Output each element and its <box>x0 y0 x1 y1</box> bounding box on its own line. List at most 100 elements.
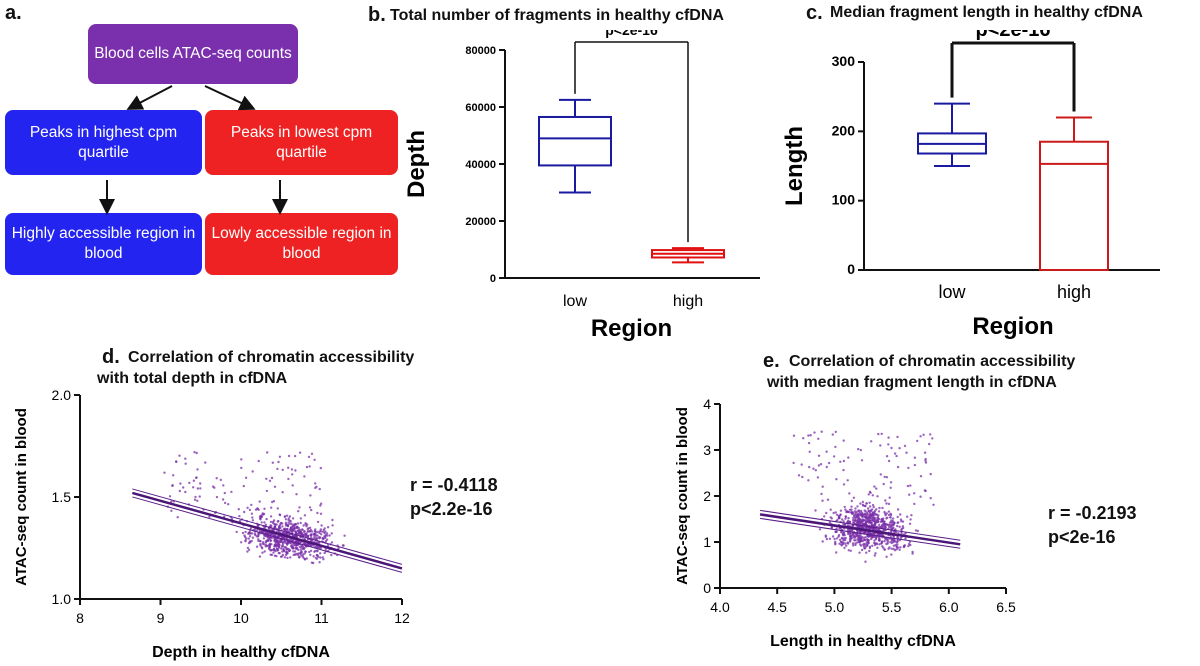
scatter-point <box>320 533 323 536</box>
scatter-point <box>284 541 287 544</box>
scatter-point <box>289 545 293 548</box>
scatter-point <box>924 489 927 493</box>
scatter-point <box>286 524 290 527</box>
x-axis-title: Region <box>972 313 1053 340</box>
scatter-point <box>260 521 263 524</box>
scatter-point <box>865 551 868 554</box>
scatter-point <box>882 522 886 526</box>
scatter-point <box>874 552 877 555</box>
scatter-point <box>303 546 306 550</box>
scatter-point <box>283 528 287 532</box>
scatter-point <box>323 527 326 530</box>
scatter-point <box>263 507 266 510</box>
scatter-point <box>326 544 330 547</box>
scatter-point <box>322 530 325 534</box>
scatter-point <box>929 497 932 500</box>
scatter-point <box>880 432 883 436</box>
scatter-point <box>240 458 243 461</box>
scatter-point <box>888 496 891 499</box>
scatter-point <box>196 499 199 502</box>
scatter-point <box>230 490 233 494</box>
scatter-point <box>885 542 888 546</box>
regression-line <box>759 513 961 546</box>
scatter-point <box>287 454 291 458</box>
scatter-point <box>849 532 852 536</box>
scatter-point <box>864 560 867 563</box>
x-tick-label: 4.5 <box>767 599 787 615</box>
scatter-point <box>858 518 861 521</box>
y-tick-label: 1 <box>703 534 711 550</box>
scatter-point <box>891 523 895 527</box>
scatter-point <box>861 514 864 518</box>
scatter-point <box>277 551 280 555</box>
scatter-point <box>275 523 278 526</box>
scatter-point <box>257 459 260 463</box>
scatter-point <box>808 465 811 469</box>
scatter-point <box>272 500 276 503</box>
scatter-point <box>172 474 175 477</box>
scatter-point <box>294 531 298 534</box>
scatter-point <box>863 515 866 519</box>
scatter-point <box>308 465 311 468</box>
scatter-point <box>884 526 887 529</box>
scatter-point <box>878 506 881 510</box>
scatter-point <box>308 506 312 509</box>
scatter-point <box>834 530 837 534</box>
scatter-point <box>863 509 866 512</box>
scatter-point <box>314 532 317 535</box>
scatter-point <box>876 546 879 549</box>
scatter-point <box>303 533 306 536</box>
scatter-point <box>290 522 293 526</box>
scatter-point <box>260 530 263 533</box>
scatter-point <box>885 555 888 558</box>
y-tick-label: 20000 <box>465 216 496 228</box>
scatter-point <box>242 484 245 488</box>
scatter-point <box>898 548 901 551</box>
scatter-point <box>276 541 280 544</box>
scatter-point <box>211 485 215 488</box>
scatter-point <box>260 546 263 549</box>
scatter-point <box>852 533 855 537</box>
scatter-point <box>904 532 907 535</box>
panel-c-title: Median fragment length in healthy cfDNA <box>830 4 1143 21</box>
scatter-point <box>903 444 907 448</box>
x-tick-label: 9 <box>157 610 165 626</box>
x-category-label: low <box>938 282 966 302</box>
scatter-point <box>866 544 869 547</box>
scatter-point <box>846 541 849 544</box>
y-axis-title: ATAC-seq count in blood <box>13 408 30 586</box>
scatter-point <box>283 515 287 518</box>
scatter-point <box>924 461 928 464</box>
scatter-point <box>884 499 887 502</box>
scatter-point <box>294 522 297 526</box>
scatter-point <box>841 537 844 540</box>
panel-d-letter: d. <box>102 346 120 368</box>
scatter-point <box>841 518 844 521</box>
scatter-point <box>196 487 199 490</box>
scatter-point <box>913 492 916 495</box>
scatter-point <box>914 529 918 532</box>
scatter-point <box>270 553 274 557</box>
scatter-point <box>306 534 310 538</box>
scatter-point <box>894 528 897 531</box>
scatter-point <box>265 477 268 480</box>
scatter-point <box>812 467 815 470</box>
scatter-point <box>250 539 253 543</box>
scatter-point <box>894 543 897 547</box>
scatter-point <box>860 548 864 552</box>
scatter-point <box>898 525 901 528</box>
scatter-point <box>901 525 905 528</box>
scatter-point <box>299 517 302 520</box>
scatter-point <box>170 500 173 503</box>
scatter-point <box>863 531 866 534</box>
y-axis-title: Length <box>781 126 808 206</box>
scatter-point <box>281 541 284 544</box>
scatter-point <box>871 535 874 538</box>
scatter-point <box>276 548 280 552</box>
scatter-point <box>870 522 873 525</box>
scatter-point <box>847 456 850 459</box>
scatter-point <box>855 534 858 537</box>
scatter-point <box>896 435 899 439</box>
scatter-point <box>907 544 910 548</box>
scatter-point <box>342 544 345 547</box>
